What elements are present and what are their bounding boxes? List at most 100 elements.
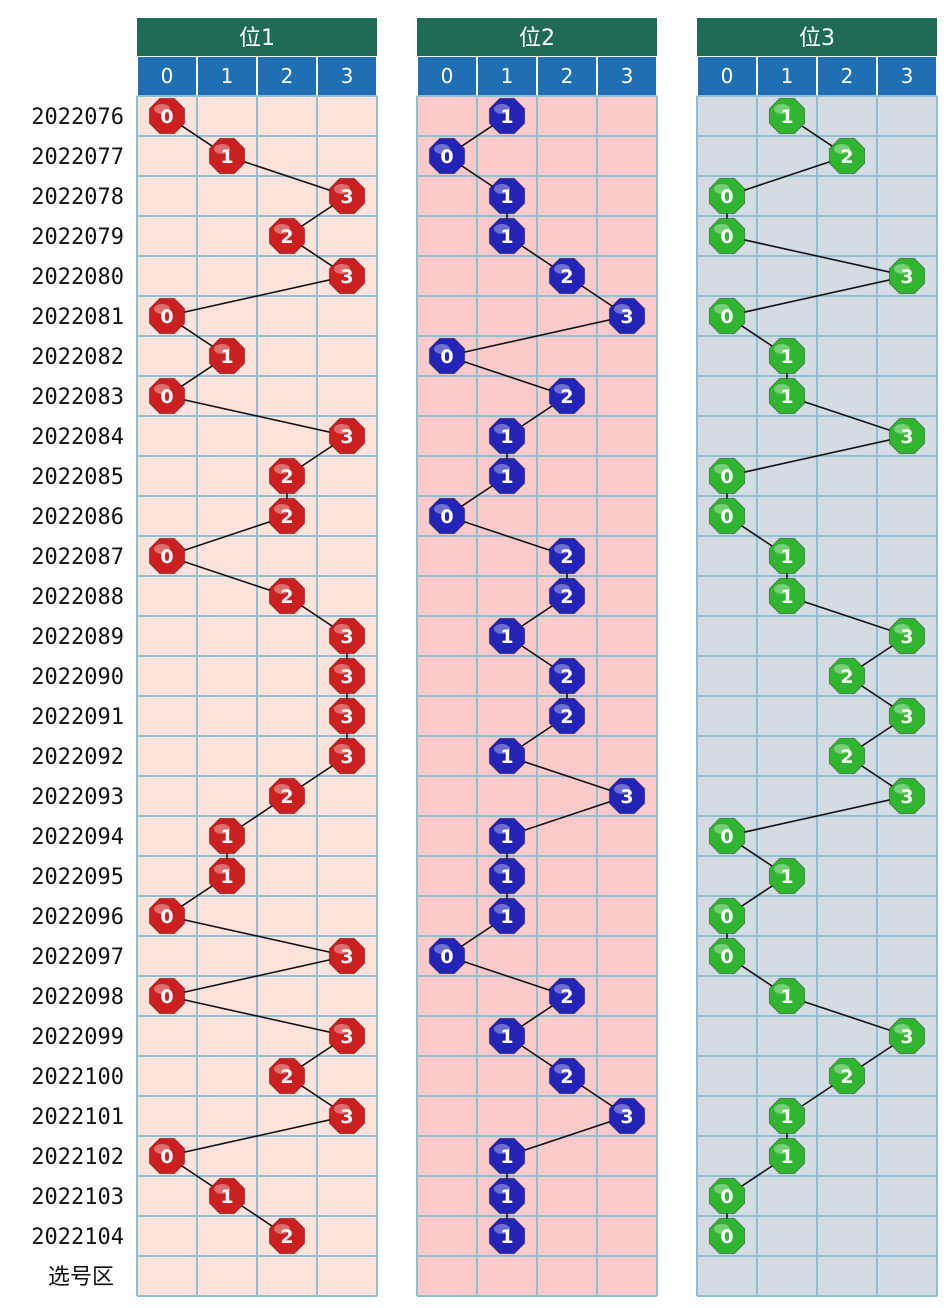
ball-value: 3 [340, 946, 353, 968]
ball-shape [488, 1137, 526, 1175]
ball-shape [268, 1217, 306, 1255]
ball-shape [268, 217, 306, 255]
ball-shape [768, 337, 806, 375]
ball-shape [548, 577, 586, 615]
ball-shape [828, 137, 866, 175]
ball-highlight [554, 984, 570, 994]
ball-highlight [274, 224, 290, 234]
number-ball: 1 [488, 97, 526, 135]
number-ball: 0 [148, 1137, 186, 1175]
ball-value: 0 [440, 146, 453, 168]
ball-value: 2 [280, 586, 293, 608]
number-ball: 3 [328, 617, 366, 655]
ball-highlight [214, 1184, 230, 1194]
ball-value: 3 [900, 266, 913, 288]
ball-shape [428, 337, 466, 375]
number-ball: 0 [428, 497, 466, 535]
ball-value: 1 [500, 1186, 513, 1208]
number-ball: 0 [428, 937, 466, 975]
ball-highlight [334, 944, 350, 954]
column-header-label: 0 [161, 64, 174, 88]
ball-highlight [554, 704, 570, 714]
ball-shape [488, 737, 526, 775]
ball-shape [768, 537, 806, 575]
column-header-label: 2 [561, 64, 574, 88]
ball-value: 2 [280, 1066, 293, 1088]
ball-shape [268, 577, 306, 615]
ball-shape [768, 377, 806, 415]
period-label: 2022084 [31, 425, 124, 450]
number-ball: 2 [548, 1057, 586, 1095]
ball-highlight [274, 584, 290, 594]
ball-shape [488, 457, 526, 495]
number-ball: 1 [488, 1217, 526, 1255]
ball-value: 2 [280, 226, 293, 248]
number-ball: 0 [428, 137, 466, 175]
column-header-label: 1 [221, 64, 234, 88]
number-ball: 0 [708, 217, 746, 255]
ball-highlight [274, 1064, 290, 1074]
ball-value: 2 [840, 666, 853, 688]
ball-shape [548, 537, 586, 575]
number-ball: 1 [488, 897, 526, 935]
period-label: 2022081 [31, 305, 124, 330]
ball-value: 0 [440, 506, 453, 528]
ball-highlight [154, 384, 170, 394]
period-label: 2022079 [31, 225, 124, 250]
number-ball: 3 [328, 1097, 366, 1135]
ball-shape [148, 537, 186, 575]
ball-value: 0 [720, 906, 733, 928]
ball-highlight [614, 1104, 630, 1114]
period-label: 2022082 [31, 345, 124, 370]
panel-2: 位2 0 1 2 3 1 0 1 1 2 3 0 2 1 1 0 2 2 1 2 2 1 3 1 1 1 0 2 1 2 3 1 1 1 [416, 18, 658, 1297]
number-ball: 3 [328, 937, 366, 975]
period-label: 2022087 [31, 545, 124, 570]
ball-highlight [494, 464, 510, 474]
ball-shape [888, 617, 926, 655]
period-label: 2022090 [31, 665, 124, 690]
panel-title: 位3 [799, 26, 835, 51]
ball-shape [488, 217, 526, 255]
ball-shape [608, 1097, 646, 1135]
ball-value: 1 [780, 866, 793, 888]
ball-highlight [554, 584, 570, 594]
column-header-cell [198, 57, 256, 95]
period-label: 2022083 [31, 385, 124, 410]
column-header-label: 0 [441, 64, 454, 88]
ball-highlight [494, 744, 510, 754]
number-ball: 3 [608, 297, 646, 335]
period-label: 2022103 [31, 1185, 124, 1210]
period-labels: 2022076 2022077 2022078 2022079 2022080 20220… [31, 105, 124, 1290]
ball-highlight [714, 304, 730, 314]
ball-highlight [614, 304, 630, 314]
number-ball: 2 [548, 537, 586, 575]
ball-value: 0 [720, 506, 733, 528]
ball-value: 3 [900, 1026, 913, 1048]
ball-value: 2 [280, 506, 293, 528]
ball-shape [328, 177, 366, 215]
ball-highlight [494, 864, 510, 874]
period-label: 2022104 [31, 1225, 124, 1250]
ball-highlight [774, 104, 790, 114]
ball-highlight [334, 664, 350, 674]
ball-value: 0 [720, 826, 733, 848]
period-label: 2022076 [31, 105, 124, 130]
ball-highlight [154, 904, 170, 914]
number-ball: 1 [488, 1177, 526, 1215]
ball-value: 3 [340, 746, 353, 768]
ball-value: 1 [500, 866, 513, 888]
period-label: 2022093 [31, 785, 124, 810]
ball-highlight [494, 224, 510, 234]
ball-highlight [334, 624, 350, 634]
ball-shape [328, 697, 366, 735]
number-ball: 3 [608, 777, 646, 815]
ball-highlight [434, 344, 450, 354]
ball-highlight [274, 504, 290, 514]
number-ball: 3 [328, 1017, 366, 1055]
period-label: 2022102 [31, 1145, 124, 1170]
number-ball: 2 [268, 497, 306, 535]
ball-shape [488, 817, 526, 855]
ball-shape [708, 297, 746, 335]
ball-highlight [494, 424, 510, 434]
number-ball: 1 [488, 1137, 526, 1175]
